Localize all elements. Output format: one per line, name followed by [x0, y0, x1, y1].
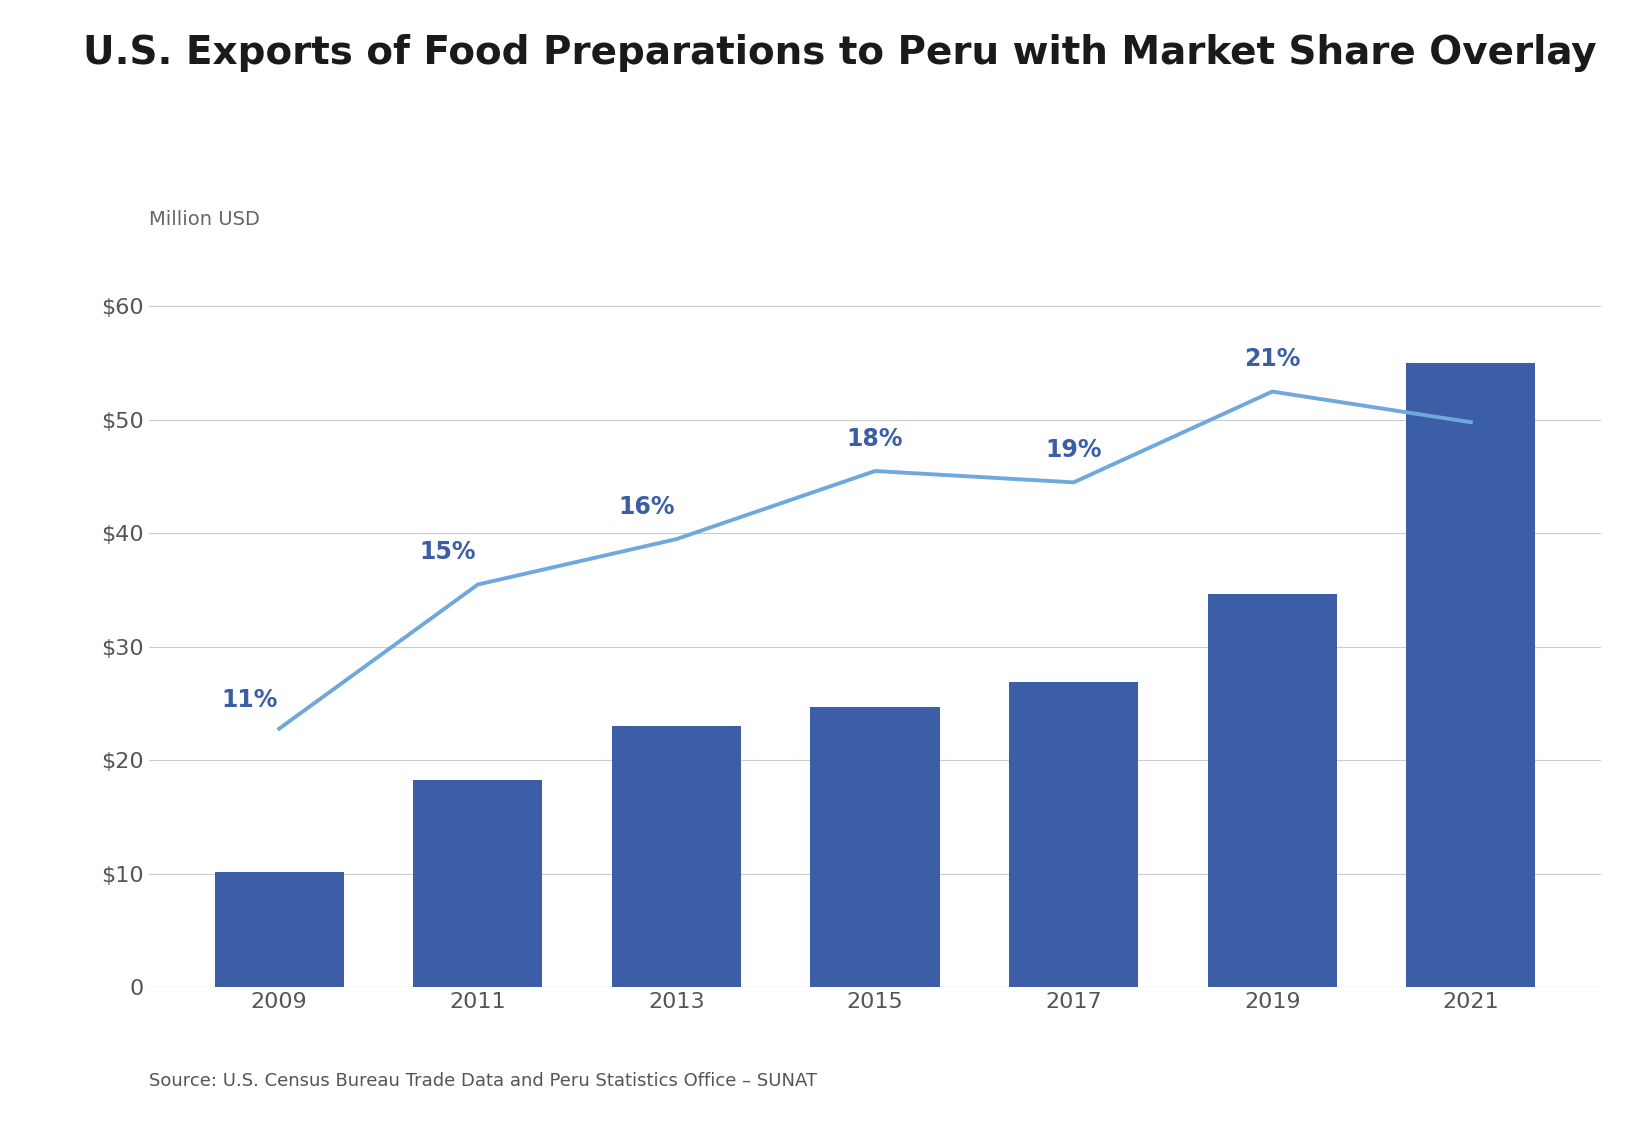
Text: 16%: 16% — [619, 495, 675, 519]
Bar — [215, 872, 343, 987]
Bar — [1209, 594, 1337, 987]
Bar — [613, 726, 741, 987]
Text: 20%: 20% — [1473, 378, 1529, 402]
Text: 11%: 11% — [221, 688, 277, 712]
Bar — [1407, 363, 1535, 987]
Text: 19%: 19% — [1045, 438, 1101, 462]
Text: 15%: 15% — [419, 540, 475, 564]
Bar — [413, 780, 542, 987]
Bar — [811, 707, 939, 987]
Text: Source: U.S. Census Bureau Trade Data and Peru Statistics Office – SUNAT: Source: U.S. Census Bureau Trade Data an… — [149, 1071, 817, 1090]
Text: U.S. Exports of Food Preparations to Peru with Market Share Overlay: U.S. Exports of Food Preparations to Per… — [83, 34, 1597, 72]
Text: 18%: 18% — [847, 427, 903, 451]
Bar — [1009, 682, 1138, 987]
Text: Million USD: Million USD — [149, 210, 259, 229]
Text: 21%: 21% — [1245, 347, 1301, 371]
